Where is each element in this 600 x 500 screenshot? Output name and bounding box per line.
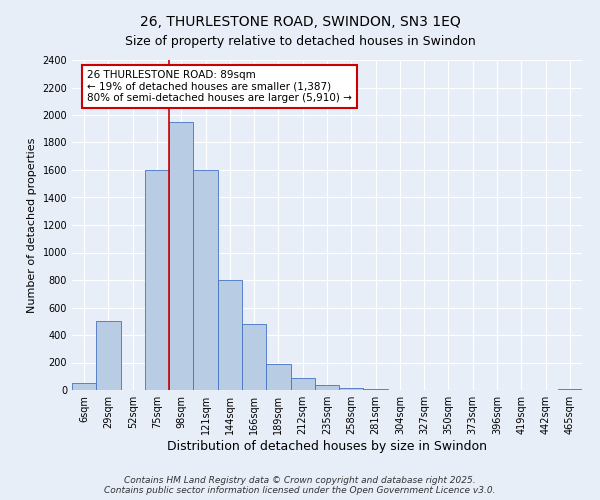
Bar xyxy=(145,170,169,390)
Bar xyxy=(193,170,218,390)
Text: 26, THURLESTONE ROAD, SWINDON, SN3 1EQ: 26, THURLESTONE ROAD, SWINDON, SN3 1EQ xyxy=(140,15,460,29)
Bar xyxy=(290,378,315,390)
Text: 26 THURLESTONE ROAD: 89sqm
← 19% of detached houses are smaller (1,387)
80% of s: 26 THURLESTONE ROAD: 89sqm ← 19% of deta… xyxy=(88,70,352,103)
Bar xyxy=(266,364,290,390)
Bar xyxy=(339,388,364,390)
Text: Contains HM Land Registry data © Crown copyright and database right 2025.
Contai: Contains HM Land Registry data © Crown c… xyxy=(104,476,496,495)
Bar xyxy=(72,383,96,390)
Bar xyxy=(96,322,121,390)
Y-axis label: Number of detached properties: Number of detached properties xyxy=(27,138,37,312)
Text: Size of property relative to detached houses in Swindon: Size of property relative to detached ho… xyxy=(125,35,475,48)
X-axis label: Distribution of detached houses by size in Swindon: Distribution of detached houses by size … xyxy=(167,440,487,453)
Bar xyxy=(242,324,266,390)
Bar xyxy=(558,388,582,390)
Bar xyxy=(169,122,193,390)
Bar xyxy=(218,280,242,390)
Bar xyxy=(315,385,339,390)
